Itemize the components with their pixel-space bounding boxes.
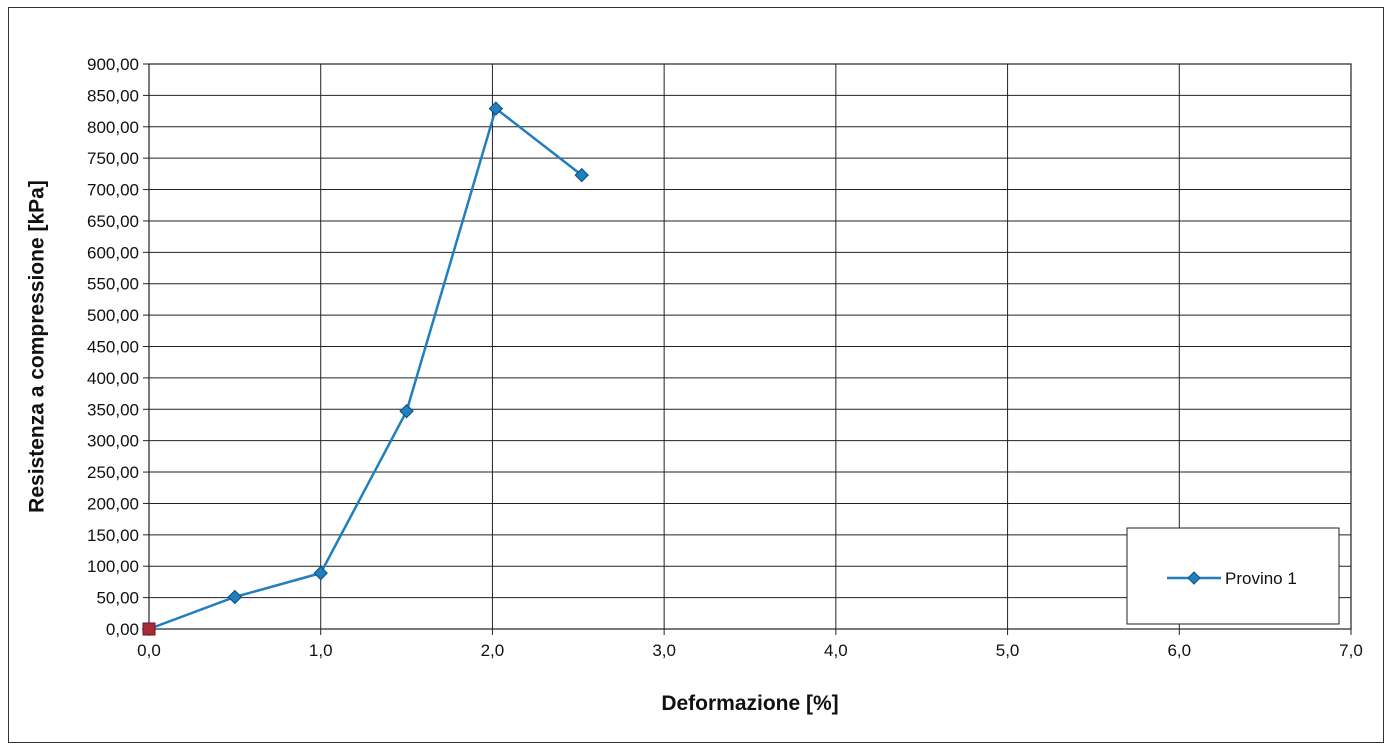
x-tick-label: 5,0 xyxy=(996,641,1020,660)
legend-box xyxy=(1126,527,1340,625)
x-tick-label: 3,0 xyxy=(652,641,676,660)
y-tick-label: 100,00 xyxy=(87,557,139,576)
x-tick-label: 7,0 xyxy=(1339,641,1363,660)
chart-frame: 0,00 50,00 100,00 150,00 200,00 250,00 300,00 3… xyxy=(8,7,1384,743)
x-axis-tick-labels: 0,0 1,0 2,0 3,0 4,0 5,0 6,0 7,0 xyxy=(137,641,1363,660)
x-tick-label: 0,0 xyxy=(137,641,161,660)
y-tick-label: 600,00 xyxy=(87,243,139,262)
y-tick-label: 300,00 xyxy=(87,432,139,451)
plot-border xyxy=(148,63,1352,630)
series-line xyxy=(148,107,583,631)
grid-lines xyxy=(143,63,1352,635)
data-point-marker xyxy=(488,101,504,116)
y-tick-label: 150,00 xyxy=(87,526,139,545)
y-tick-label: 350,00 xyxy=(87,400,139,419)
data-point-marker xyxy=(574,167,589,183)
y-tick-label: 400,00 xyxy=(87,369,139,388)
y-tick-label: 250,00 xyxy=(87,463,139,482)
y-tick-label: 550,00 xyxy=(87,275,139,294)
y-tick-label: 700,00 xyxy=(87,181,139,200)
y-tick-label: 0,00 xyxy=(106,620,139,639)
line-chart: 0,00 50,00 100,00 150,00 200,00 250,00 300,00 3… xyxy=(26,55,1363,715)
y-tick-label: 500,00 xyxy=(87,306,139,325)
y-tick-label: 900,00 xyxy=(87,55,139,74)
y-tick-label: 650,00 xyxy=(87,212,139,231)
x-tick-label: 4,0 xyxy=(824,641,848,660)
x-axis-title: Deformazione [%] xyxy=(661,692,838,715)
y-tick-label: 200,00 xyxy=(87,494,139,513)
x-tick-label: 6,0 xyxy=(1167,641,1191,660)
y-tick-label: 750,00 xyxy=(87,149,139,168)
x-tick-label: 1,0 xyxy=(309,641,333,660)
y-tick-label: 450,00 xyxy=(87,338,139,357)
legend-label: Provino 1 xyxy=(1225,569,1297,588)
y-tick-label: 800,00 xyxy=(87,118,139,137)
data-series xyxy=(141,101,589,637)
start-square-marker xyxy=(142,622,156,636)
y-tick-label: 850,00 xyxy=(87,86,139,105)
legend-diamond-marker xyxy=(1187,571,1201,585)
y-axis-tick-labels: 0,00 50,00 100,00 150,00 200,00 250,00 300,00 3… xyxy=(87,55,139,639)
x-tick-label: 2,0 xyxy=(481,641,505,660)
data-point-marker xyxy=(313,565,328,581)
legend: Provino 1 xyxy=(1126,527,1340,625)
data-point-marker xyxy=(399,403,414,419)
y-tick-label: 50,00 xyxy=(96,589,139,608)
y-axis-title: Resistenza a compressione [kPa] xyxy=(26,180,49,513)
data-point-marker xyxy=(227,589,243,605)
